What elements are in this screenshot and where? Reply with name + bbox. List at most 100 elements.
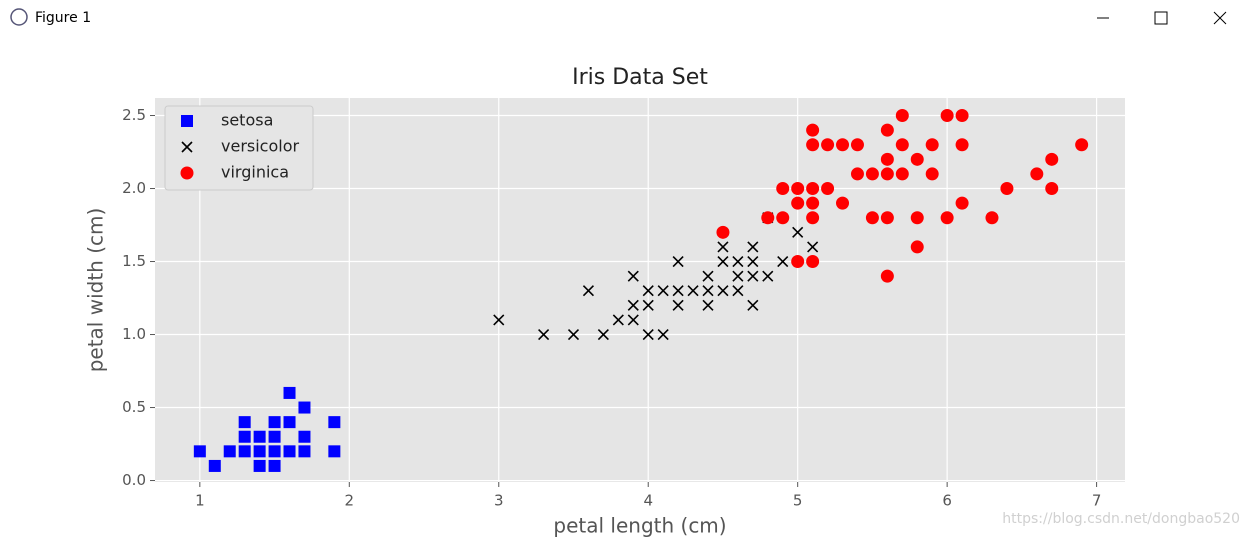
legend-label: setosa <box>221 111 273 130</box>
point <box>940 109 954 123</box>
legend-marker <box>181 115 193 127</box>
point <box>940 211 954 225</box>
point <box>567 328 580 341</box>
point <box>880 152 894 166</box>
point <box>657 285 669 297</box>
point <box>910 211 924 225</box>
point <box>253 459 266 472</box>
x-tick-label: 6 <box>942 492 952 510</box>
point <box>238 445 251 458</box>
y-tick-label: 0.0 <box>122 471 146 489</box>
plot-area <box>155 98 1125 482</box>
legend-marker <box>180 166 194 180</box>
app-icon <box>10 8 28 26</box>
point <box>582 285 595 297</box>
point <box>627 314 639 326</box>
y-tick-label: 2.5 <box>122 106 146 124</box>
point <box>955 138 969 152</box>
point <box>298 430 311 443</box>
point <box>791 196 805 210</box>
point <box>493 314 505 326</box>
point <box>732 255 744 268</box>
point <box>612 314 624 326</box>
point <box>702 285 714 297</box>
point <box>702 299 714 311</box>
legend-marker <box>181 141 193 153</box>
legend-box <box>164 105 314 191</box>
point <box>702 270 714 282</box>
legend-label: virginica <box>221 163 289 182</box>
point <box>268 459 281 472</box>
point <box>597 328 609 341</box>
window-title: Figure 1 <box>35 10 91 26</box>
point <box>865 167 879 181</box>
point <box>268 430 281 443</box>
point <box>283 445 296 458</box>
point <box>806 138 820 152</box>
point <box>836 196 850 210</box>
point <box>806 255 820 269</box>
point <box>880 211 894 225</box>
point <box>268 416 281 429</box>
point <box>283 386 296 399</box>
x-tick-label: 7 <box>1092 492 1102 510</box>
point <box>298 445 311 458</box>
point <box>925 138 939 152</box>
x-tick-label: 5 <box>793 492 803 510</box>
point <box>717 285 729 297</box>
point <box>627 299 639 311</box>
y-tick-label: 1.0 <box>122 325 146 343</box>
y-axis-label: petal width (cm) <box>84 208 108 373</box>
point <box>747 241 759 253</box>
point <box>253 445 266 458</box>
point <box>283 416 296 429</box>
y-tick-label: 1.5 <box>122 252 146 270</box>
point <box>791 255 805 269</box>
x-tick-label: 4 <box>643 492 653 510</box>
point <box>806 123 820 137</box>
point <box>880 123 894 137</box>
point <box>716 225 730 239</box>
point <box>895 109 909 123</box>
point <box>762 270 774 282</box>
y-tick-label: 0.5 <box>122 398 146 416</box>
point <box>642 285 654 297</box>
chart-title: Iris Data Set <box>572 65 708 90</box>
point <box>298 401 311 414</box>
point <box>850 167 864 181</box>
point <box>672 299 684 311</box>
point <box>193 445 206 458</box>
point <box>223 445 236 458</box>
point <box>1000 182 1014 196</box>
point <box>880 167 894 181</box>
x-tick-label: 2 <box>345 492 355 510</box>
point <box>328 445 341 458</box>
point <box>777 255 789 268</box>
point <box>880 269 894 283</box>
point <box>807 241 819 253</box>
point <box>850 138 864 152</box>
point <box>806 182 820 196</box>
point <box>776 211 790 225</box>
point <box>895 138 909 152</box>
point <box>747 270 759 282</box>
point <box>910 152 924 166</box>
point <box>985 211 999 225</box>
close-button[interactable] <box>1213 11 1227 25</box>
point <box>642 299 654 311</box>
point <box>732 270 744 282</box>
point <box>717 255 729 268</box>
point <box>910 240 924 254</box>
point <box>238 430 251 443</box>
point <box>821 138 835 152</box>
point <box>895 167 909 181</box>
point <box>955 109 969 123</box>
legend-label: versicolor <box>221 137 299 156</box>
x-axis-label: petal length (cm) <box>553 514 726 538</box>
point <box>732 285 744 297</box>
point <box>642 328 654 341</box>
point <box>747 255 759 268</box>
maximize-button[interactable] <box>1154 11 1168 25</box>
x-tick-label: 3 <box>494 492 504 510</box>
